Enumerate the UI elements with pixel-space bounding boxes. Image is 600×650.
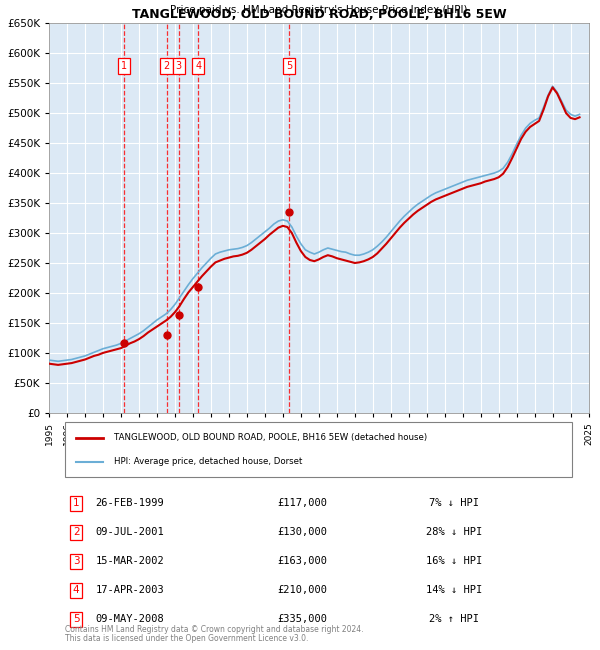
Title: TANGLEWOOD, OLD BOUND ROAD, POOLE, BH16 5EW: TANGLEWOOD, OLD BOUND ROAD, POOLE, BH16 … — [131, 8, 506, 21]
Text: Contains HM Land Registry data © Crown copyright and database right 2024.: Contains HM Land Registry data © Crown c… — [65, 625, 364, 634]
Text: 15-MAR-2002: 15-MAR-2002 — [95, 556, 164, 566]
Text: 09-JUL-2001: 09-JUL-2001 — [95, 527, 164, 538]
Text: 2: 2 — [73, 527, 79, 538]
Text: £210,000: £210,000 — [278, 586, 328, 595]
Text: 26-FEB-1999: 26-FEB-1999 — [95, 499, 164, 508]
Text: £117,000: £117,000 — [278, 499, 328, 508]
Text: 09-MAY-2008: 09-MAY-2008 — [95, 614, 164, 625]
Text: 5: 5 — [286, 61, 292, 71]
Text: 4: 4 — [195, 61, 202, 71]
Text: 2: 2 — [163, 61, 170, 71]
Text: 3: 3 — [73, 556, 79, 566]
Text: 3: 3 — [176, 61, 182, 71]
Text: 17-APR-2003: 17-APR-2003 — [95, 586, 164, 595]
Text: 4: 4 — [73, 586, 79, 595]
Text: 5: 5 — [73, 614, 79, 625]
Text: 7% ↓ HPI: 7% ↓ HPI — [428, 499, 479, 508]
Text: £335,000: £335,000 — [278, 614, 328, 625]
Text: Price paid vs. HM Land Registry's House Price Index (HPI): Price paid vs. HM Land Registry's House … — [170, 5, 467, 16]
Text: 14% ↓ HPI: 14% ↓ HPI — [425, 586, 482, 595]
Text: 1: 1 — [73, 499, 79, 508]
Text: £130,000: £130,000 — [278, 527, 328, 538]
Text: 16% ↓ HPI: 16% ↓ HPI — [425, 556, 482, 566]
FancyBboxPatch shape — [65, 422, 572, 477]
Text: TANGLEWOOD, OLD BOUND ROAD, POOLE, BH16 5EW (detached house): TANGLEWOOD, OLD BOUND ROAD, POOLE, BH16 … — [114, 433, 427, 442]
Text: 2% ↑ HPI: 2% ↑ HPI — [428, 614, 479, 625]
Text: HPI: Average price, detached house, Dorset: HPI: Average price, detached house, Dors… — [114, 458, 302, 466]
Text: 28% ↓ HPI: 28% ↓ HPI — [425, 527, 482, 538]
Text: £163,000: £163,000 — [278, 556, 328, 566]
Text: This data is licensed under the Open Government Licence v3.0.: This data is licensed under the Open Gov… — [65, 634, 308, 643]
Text: 1: 1 — [121, 61, 127, 71]
